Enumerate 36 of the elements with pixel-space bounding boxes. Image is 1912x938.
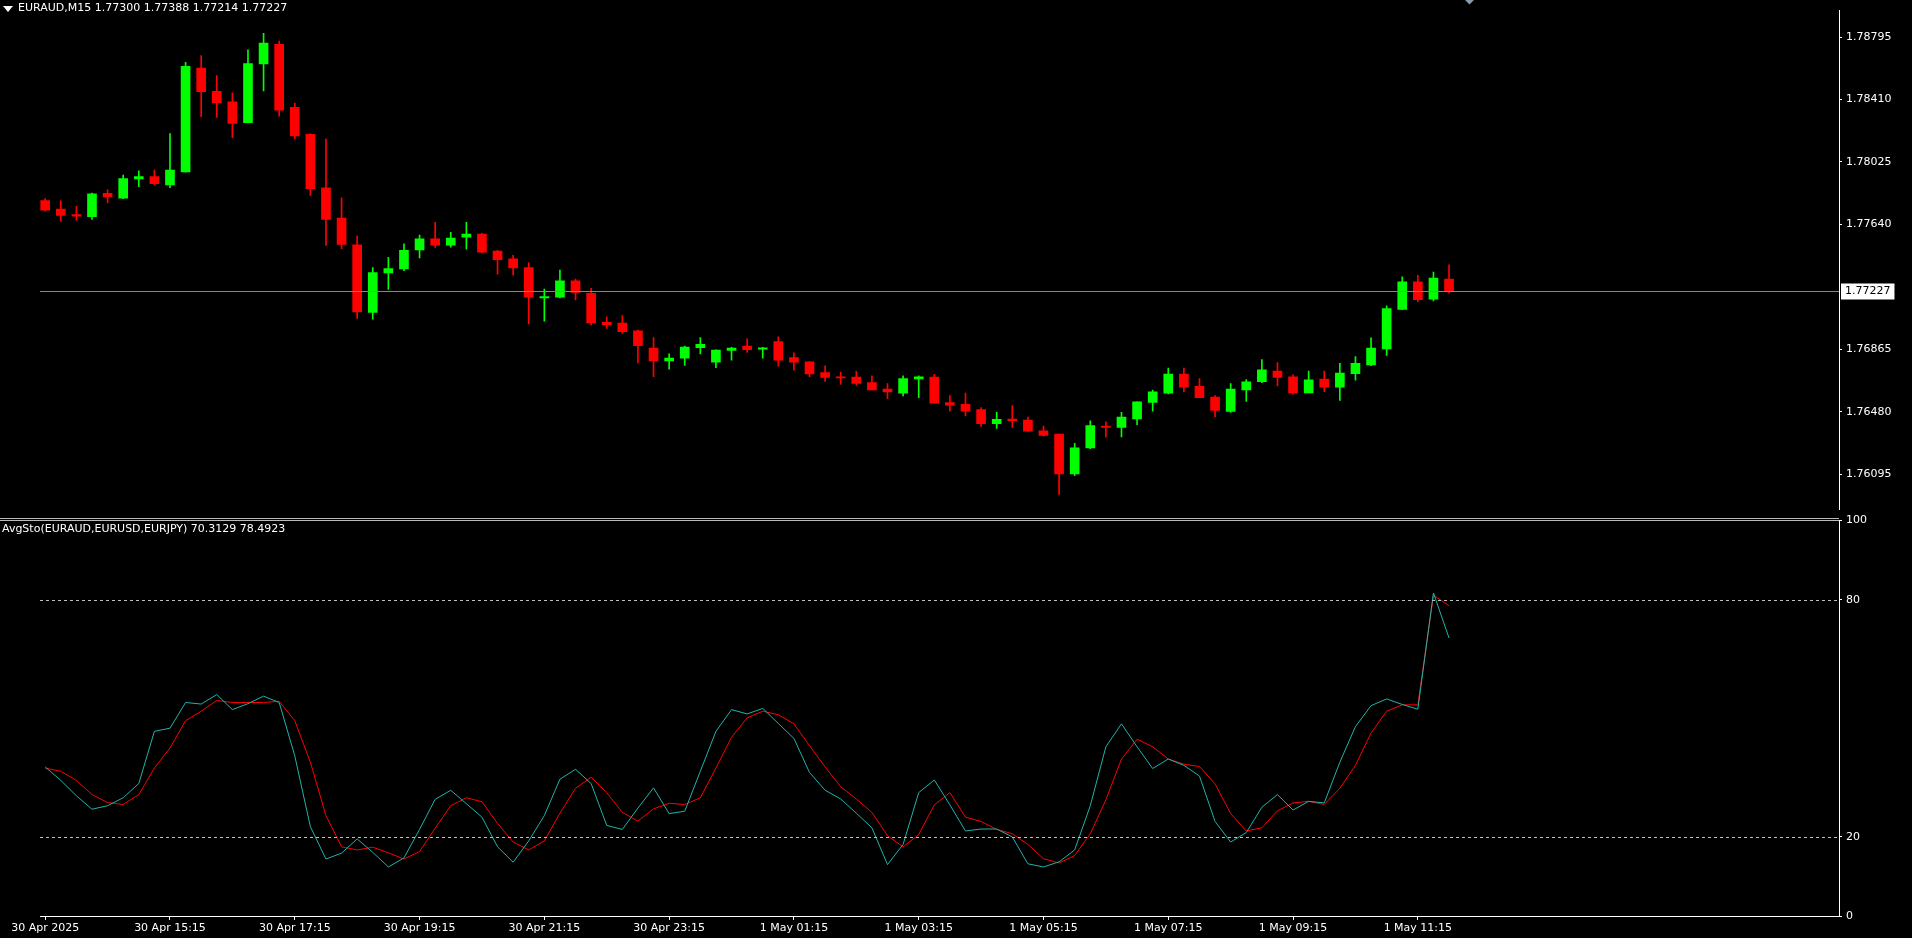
y-tick-label: 80	[1846, 592, 1860, 606]
y-tick-label: 1.78410	[1846, 92, 1892, 106]
y-tick-label: 1.76480	[1846, 404, 1892, 418]
y-tick-label: 1.78025	[1846, 154, 1892, 168]
y-tick-label: 1.77640	[1846, 217, 1892, 231]
x-tick-label: 1 May 11:15	[1383, 921, 1453, 935]
y-tick-label: 1.76865	[1846, 342, 1892, 356]
x-tick-label: 30 Apr 21:15	[508, 921, 581, 935]
x-tick-label: 30 Apr 15:15	[134, 921, 206, 935]
chart-title: EURAUD,M15 1.77300 1.77388 1.77214 1.77227	[18, 1, 288, 14]
candlestick	[835, 371, 846, 385]
candlestick	[1101, 421, 1111, 438]
x-tick-label: 30 Apr 19:15	[383, 921, 456, 935]
candlestick	[913, 375, 924, 399]
candlestick	[945, 395, 955, 412]
y-tick-label: 1.78795	[1846, 30, 1892, 44]
x-tick-label: 1 May 07:15	[1134, 921, 1203, 935]
y-tick-label: 20	[1846, 829, 1860, 843]
candlestick	[133, 170, 144, 188]
chart-title: AvgSto(EURAUD,EURUSD,EURJPY) 70.3129 78.4923	[2, 522, 286, 535]
y-tick-label: 100	[1846, 513, 1867, 527]
x-tick-label: 30 Apr 2025	[11, 921, 80, 935]
x-tick-label: 30 Apr 23:15	[633, 921, 705, 935]
candlestick	[601, 316, 612, 329]
candlestick	[1007, 405, 1018, 428]
x-tick-label: 30 Apr 17:15	[258, 921, 331, 935]
x-tick-label: 1 May 05:15	[1009, 921, 1078, 935]
y-tick-label: 1.76095	[1846, 466, 1892, 480]
x-tick-label: 1 May 01:15	[759, 921, 829, 935]
x-tick-label: 1 May 03:15	[884, 921, 953, 935]
x-tick-label: 1 May 09:15	[1258, 921, 1328, 935]
candlestick	[695, 337, 706, 355]
ref-line-label: 1.77227	[1845, 284, 1891, 298]
y-tick-label: 0	[1846, 908, 1853, 922]
candlestick	[757, 346, 768, 359]
candlestick	[742, 338, 752, 353]
